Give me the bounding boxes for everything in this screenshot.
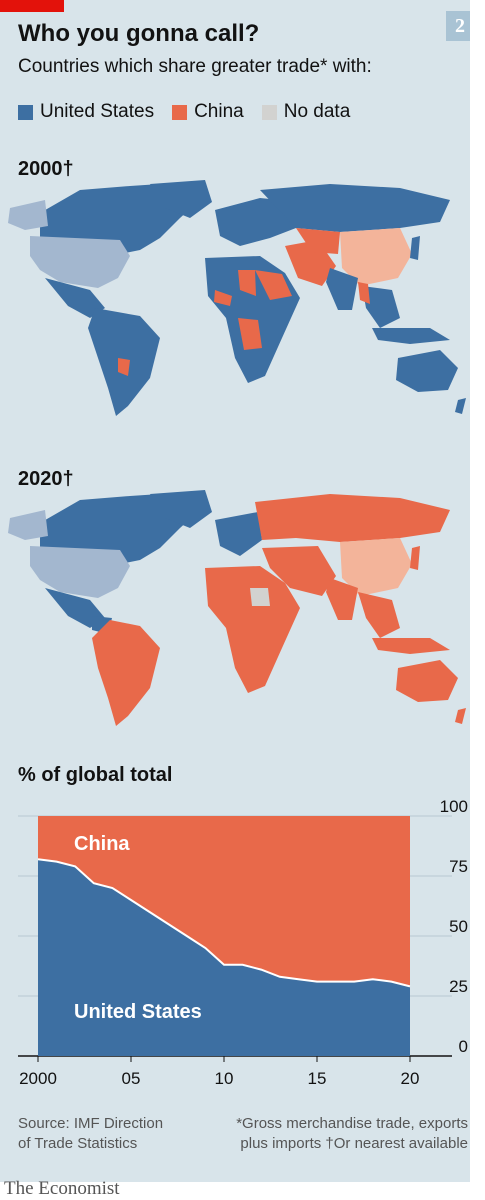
map-2000-paraguay [118, 358, 130, 376]
map-2020-new-zealand [455, 708, 466, 724]
map-2020-china [340, 538, 412, 596]
source-note: Source: IMF Direction of Trade Statistic… [18, 1114, 163, 1154]
map-2000-west-africa [214, 290, 232, 306]
map-2020-japan [410, 546, 420, 570]
chart-subtitle: Countries which share greater trade* wit… [18, 56, 372, 77]
y-tick-label-100: 100 [440, 800, 468, 816]
map-2000-myanmar [358, 282, 370, 304]
map-year-2020: 2020† [18, 468, 74, 490]
chart-title: Who you gonna call? [18, 20, 260, 47]
brand-red-tab [0, 0, 64, 12]
y-tick-label-75: 75 [449, 857, 468, 876]
map-2000-canada [40, 182, 200, 256]
map-2000-indonesia [372, 328, 450, 344]
x-tick-label-10: 10 [215, 1069, 234, 1088]
legend-swatch-no-data [261, 104, 277, 120]
y-axis-ticks: 0 25 50 75 100 [440, 800, 468, 1056]
area-series-us [38, 859, 410, 1056]
legend-swatch-china [172, 104, 188, 120]
map-2020-usa [30, 546, 130, 598]
series-label-china: China [74, 833, 130, 855]
map-2000-europe [215, 198, 300, 246]
map-2000-china [340, 228, 412, 286]
map-2020-mexico [45, 588, 105, 628]
y-tick-label-25: 25 [449, 977, 468, 996]
map-2000-japan [410, 236, 420, 260]
map-2020-no-data-libya [250, 588, 270, 606]
map-2020-australia [396, 660, 458, 702]
map-2000-mexico [45, 278, 105, 318]
map-2020-southeast-asia [358, 592, 400, 638]
map-2020-africa [205, 566, 300, 693]
map-2020-alaska [8, 510, 48, 540]
map-2000-russia [260, 184, 450, 232]
map-2000-new-zealand [455, 398, 466, 414]
source-line-1: Source: IMF Direction [18, 1115, 164, 1132]
map-2000-congo [238, 318, 262, 350]
area-chart-title: % of global total [18, 764, 173, 786]
legend-item-us: United States [18, 101, 154, 123]
legend-swatch-us [18, 104, 33, 120]
legend-label-no-data: No data [283, 101, 351, 122]
map-2020-indonesia [372, 638, 450, 654]
map-2020-india [326, 578, 358, 620]
world-map-2020 [8, 490, 466, 726]
map-2020-middle-east [262, 546, 336, 596]
world-map-2000 [8, 180, 466, 416]
map-2020-europe [215, 512, 262, 556]
footnote-line-2: plus imports †Or nearest available [240, 1135, 468, 1152]
footnote-line-1: *Gross merchandise trade, exports [236, 1115, 468, 1132]
footnote: *Gross merchandise trade, exports plus i… [208, 1114, 468, 1154]
map-2000-southeast-asia [362, 286, 400, 328]
area-chart: 0 25 50 75 100 2000 05 10 15 20 China United Sta… [18, 800, 468, 1088]
map-2000-australia [396, 350, 458, 392]
brand-wordmark: The Economist [4, 1178, 120, 1199]
map-2000-chad [238, 270, 256, 296]
map-2000-usa [30, 236, 130, 288]
map-2020-south-america [92, 620, 160, 726]
map-2020-russia [255, 494, 450, 542]
chart-panel: 2 Who you gonna call? Countries which sh… [0, 0, 470, 1182]
legend-item-china: China [172, 101, 244, 123]
x-tick-label-15: 15 [308, 1069, 327, 1088]
series-label-us: United States [74, 1001, 202, 1023]
map-2000-central-asia [296, 228, 340, 254]
map-2020-greenland [150, 490, 212, 528]
x-tick-label-05: 05 [122, 1069, 141, 1088]
map-2000-sudan [255, 270, 292, 300]
series-boundary-line [37, 858, 411, 988]
legend-item-no-data: No data [261, 101, 351, 123]
chart-number-badge: 2 [446, 11, 470, 41]
map-2000-india [326, 268, 358, 310]
map-2000-greenland [150, 180, 212, 218]
y-tick-label-50: 50 [449, 917, 468, 936]
x-tick-label-20: 20 [401, 1069, 420, 1088]
x-tick-label-2000: 2000 [19, 1069, 57, 1088]
map-year-2000: 2000† [18, 158, 74, 180]
x-axis-ticks: 2000 05 10 15 20 [19, 1056, 419, 1088]
legend-label-china: China [194, 101, 244, 122]
y-tick-label-0: 0 [459, 1037, 468, 1056]
legend-label-us: United States [40, 101, 155, 122]
legend: United States China No data [18, 101, 368, 123]
source-line-2: of Trade Statistics [18, 1135, 138, 1152]
map-2020-canada [40, 492, 200, 566]
map-2000-alaska [8, 200, 48, 230]
